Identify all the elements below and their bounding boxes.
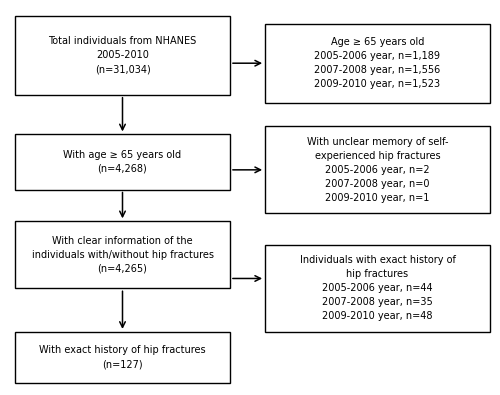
FancyBboxPatch shape [265,245,490,332]
FancyBboxPatch shape [15,16,230,95]
Text: With exact history of hip fractures
(n=127): With exact history of hip fractures (n=1… [39,346,206,369]
FancyBboxPatch shape [15,134,230,190]
Text: Total individuals from NHANES
2005-2010
(n=31,034): Total individuals from NHANES 2005-2010 … [48,36,197,74]
FancyBboxPatch shape [265,126,490,213]
Text: Individuals with exact history of
hip fractures
2005-2006 year, n=44
2007-2008 y: Individuals with exact history of hip fr… [300,255,456,322]
FancyBboxPatch shape [15,221,230,288]
FancyBboxPatch shape [265,24,490,103]
Text: Age ≥ 65 years old
2005-2006 year, n=1,189
2007-2008 year, n=1,556
2009-2010 yea: Age ≥ 65 years old 2005-2006 year, n=1,1… [314,37,440,89]
FancyBboxPatch shape [15,332,230,383]
Text: With age ≥ 65 years old
(n=4,268): With age ≥ 65 years old (n=4,268) [64,150,182,174]
Text: With unclear memory of self-
experienced hip fractures
2005-2006 year, n=2
2007-: With unclear memory of self- experienced… [307,137,448,203]
Text: With clear information of the
individuals with/without hip fractures
(n=4,265): With clear information of the individual… [32,236,214,274]
